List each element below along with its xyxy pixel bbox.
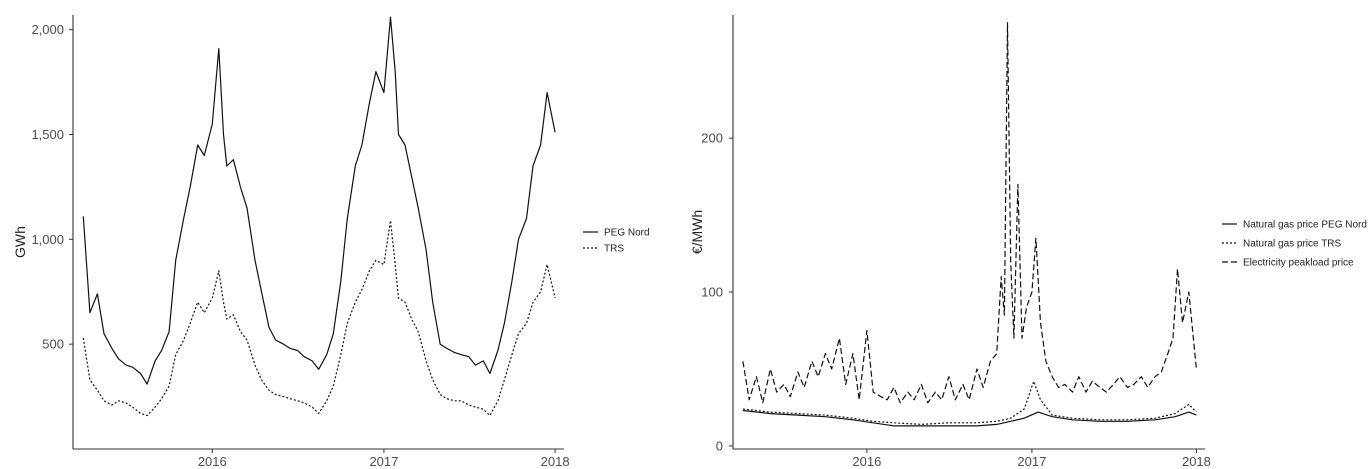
y-tick-label: 2,000 [31,22,64,37]
chart-right-prices: 0 100 200 2016 2017 2018 €/MWh Natural gas pric… [689,15,1367,469]
series-line-natural-gas-price-trs [742,380,1197,425]
y-axis-title: €/MWh [689,210,705,254]
series-line-trs [82,219,556,417]
y-tick-label: 200 [701,131,723,146]
series-line-electricity-peakload-price [742,22,1197,404]
x-tick-label: 2017 [1017,454,1046,469]
x-tick-label: 2017 [369,454,398,469]
y-tick-label: 1,500 [31,127,64,142]
legend-label-natural-gas-price-trs: Natural gas price TRS [1243,239,1342,250]
x-tick-label: 2018 [1182,454,1211,469]
legend-label-peg-nord: PEG Nord [604,228,650,239]
x-tick-label: 2016 [198,454,227,469]
series-line-natural-gas-price-peg-nord [742,409,1197,427]
series-line-peg-nord [82,16,556,385]
y-axis-title: GWh [12,226,28,258]
legend-label-electricity-peakload-price: Electricity peakload price [1243,258,1354,269]
y-tick-label: 100 [701,285,723,300]
legend-label-trs: TRS [604,244,624,255]
y-tick-label: 0 [716,438,723,453]
chart-left-consumption: 500 1,000 1,500 2,000 2016 2017 2018 GWh PEG Nor… [12,15,650,469]
x-tick-label: 2018 [541,454,570,469]
y-tick-label: 500 [42,337,64,352]
x-tick-label: 2016 [852,454,881,469]
legend-label-natural-gas-price-peg-nord: Natural gas price PEG Nord [1243,220,1367,231]
y-tick-label: 1,000 [31,232,64,247]
